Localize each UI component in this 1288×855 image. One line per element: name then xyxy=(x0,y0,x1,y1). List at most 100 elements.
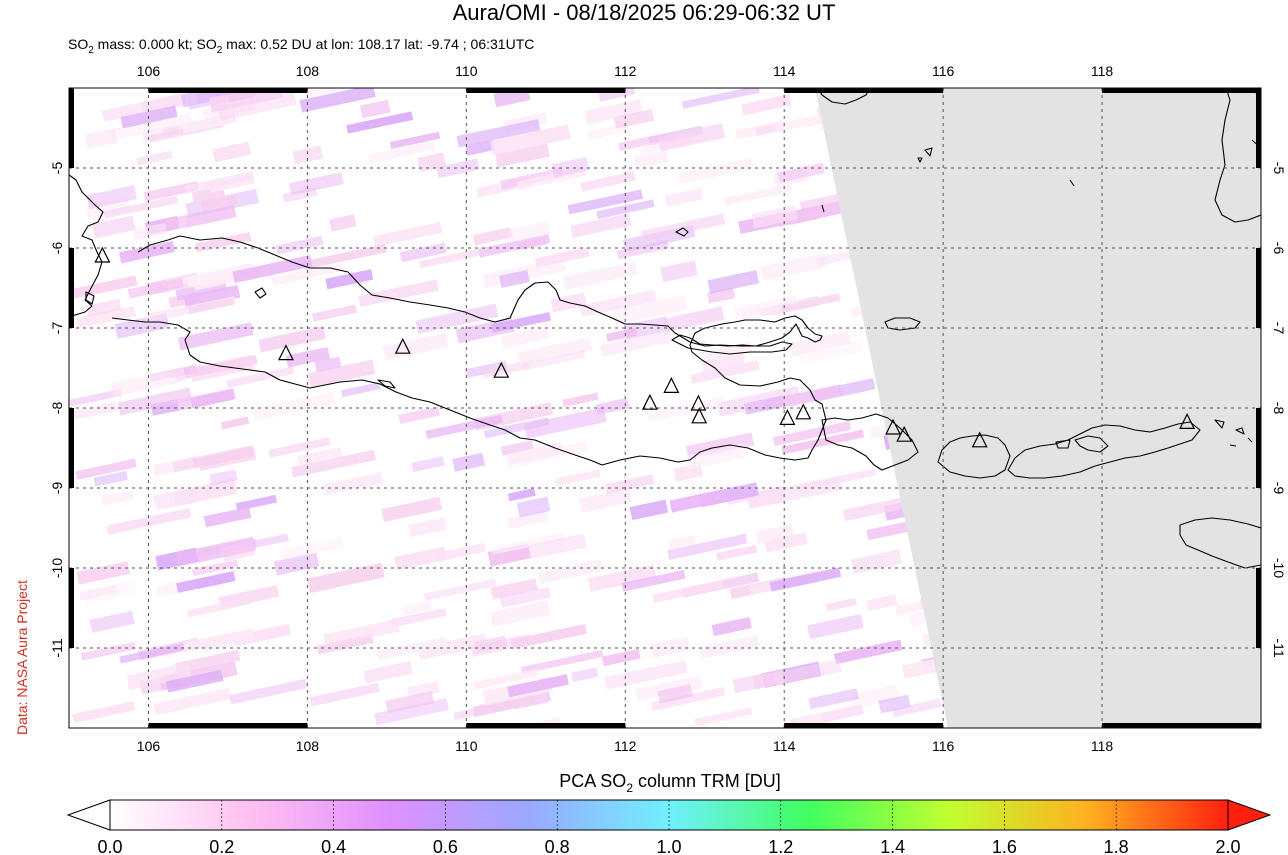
coastline-madura xyxy=(671,334,793,355)
so2-pixel xyxy=(359,99,391,119)
volcano-icon xyxy=(1179,413,1196,429)
so2-pixel xyxy=(408,517,447,538)
so2-pixel xyxy=(323,619,400,648)
so2-pixel xyxy=(472,227,513,246)
frame-bar xyxy=(1256,408,1261,488)
so2-pixel xyxy=(490,124,572,156)
so2-pixel xyxy=(394,546,447,571)
coastline-bali xyxy=(821,413,919,471)
so2-pixel xyxy=(268,437,331,458)
so2-pixel xyxy=(415,303,499,334)
frame-bar xyxy=(1256,568,1261,648)
so2-pixel xyxy=(604,474,655,494)
volcano-icon xyxy=(795,403,812,420)
so2-pixel xyxy=(506,510,549,529)
volcano-icon xyxy=(641,393,658,410)
frame-bar xyxy=(1102,88,1261,93)
so2-pixel xyxy=(174,649,241,675)
lat-tick-label-left: -10 xyxy=(49,558,65,578)
colorbar-tick-label: 1.0 xyxy=(656,837,681,855)
lat-tick-label-left: -6 xyxy=(49,242,65,255)
lat-tick-label-right: -5 xyxy=(1271,162,1287,175)
lat-tick-label-left: -11 xyxy=(49,638,65,657)
frame-bar xyxy=(466,723,626,728)
so2-pixel xyxy=(507,674,569,698)
so2-pixel xyxy=(517,337,592,366)
so2-pixel xyxy=(72,701,136,723)
lon-tick-label-bottom: 112 xyxy=(614,738,637,754)
coastline-sumbawa-gulf xyxy=(1074,435,1109,453)
so2-pixel xyxy=(658,123,725,152)
coastline-java xyxy=(111,235,827,466)
so2-pixel xyxy=(495,143,550,168)
so2-pixel xyxy=(453,695,536,721)
so2-pixel xyxy=(612,295,688,325)
frame-bar xyxy=(466,88,626,93)
frame-bar xyxy=(69,568,74,648)
so2-pixel xyxy=(324,472,383,496)
graticule xyxy=(69,88,1261,728)
so2-pixel xyxy=(866,594,898,611)
so2-pixel xyxy=(516,167,587,191)
so2-pixel xyxy=(389,131,441,150)
lon-tick-label-top: 118 xyxy=(1091,63,1114,79)
so2-pixel xyxy=(175,536,256,567)
so2-pixel xyxy=(235,494,278,511)
coastline-lombok xyxy=(937,434,1011,479)
so2-pixel xyxy=(523,407,607,439)
so2-pixel xyxy=(184,205,236,228)
so2-pixel xyxy=(275,235,324,255)
so2-pixel xyxy=(75,458,137,480)
so2-pixel xyxy=(766,475,843,506)
so2-pixel xyxy=(668,535,696,550)
so2-pixel xyxy=(562,392,599,408)
colorbar: 0.0 0.2 0.4 0.6 0.8 1.0 1.2 1.4 1.6 1.8 2.0 xyxy=(66,799,1272,855)
map-title: Aura/OMI - 08/18/2025 06:29-06:32 UT xyxy=(452,0,836,25)
frame-bar xyxy=(69,248,74,328)
so2-pixel xyxy=(306,562,385,594)
so2-pixel xyxy=(120,105,178,129)
so2-pixel xyxy=(772,659,842,686)
so2-pixel xyxy=(780,293,840,313)
so2-pixel xyxy=(314,356,342,373)
so2-pixel xyxy=(751,205,798,229)
so2-pixel xyxy=(456,118,541,148)
lon-tick-label-top: 108 xyxy=(296,63,320,79)
so2-pixel xyxy=(604,660,688,690)
so2-pixel xyxy=(292,145,324,165)
so2-pixel xyxy=(402,600,433,616)
so2-pixel xyxy=(84,128,118,149)
colorbar-min-arrow xyxy=(66,799,111,831)
so2-pixel xyxy=(372,221,443,248)
so2-pixel xyxy=(490,311,552,333)
volcano-icon xyxy=(493,361,510,378)
so2-pixel xyxy=(516,717,564,728)
colorbar-max-arrow xyxy=(1227,799,1272,831)
so2-pixel xyxy=(521,350,586,371)
volcano-icon xyxy=(691,407,708,424)
volcano-icon xyxy=(971,431,988,448)
colorbar-tick-label: 0.2 xyxy=(209,837,234,855)
lat-tick-label-right: -7 xyxy=(1271,322,1287,335)
so2-pixel xyxy=(86,185,137,210)
so2-pixel xyxy=(878,694,911,714)
so2-pixel xyxy=(220,416,250,430)
volcano-icon xyxy=(779,409,796,425)
so2-pixel xyxy=(203,506,252,528)
so2-pixel xyxy=(842,495,916,522)
so2-pixel xyxy=(178,322,254,351)
axis-tick-labels: 106 106 108 108 110 110 112 112 114 114 116 116 118 1… xyxy=(49,63,1287,754)
so2-pixel xyxy=(660,260,698,283)
so2-pixel xyxy=(487,543,532,567)
so2-pixel xyxy=(500,440,534,456)
so2-pixel xyxy=(563,261,638,290)
so2-pixel xyxy=(578,488,632,513)
so2-pixel xyxy=(807,614,864,640)
so2-pixel xyxy=(507,488,536,502)
so2-pixel xyxy=(196,572,234,590)
lat-tick-label-right: -9 xyxy=(1271,482,1287,495)
so2-pixel xyxy=(716,544,758,561)
so2-pixel xyxy=(417,633,488,660)
volcano-icon xyxy=(896,425,913,442)
colorbar-tick-label: 1.8 xyxy=(1104,837,1129,855)
